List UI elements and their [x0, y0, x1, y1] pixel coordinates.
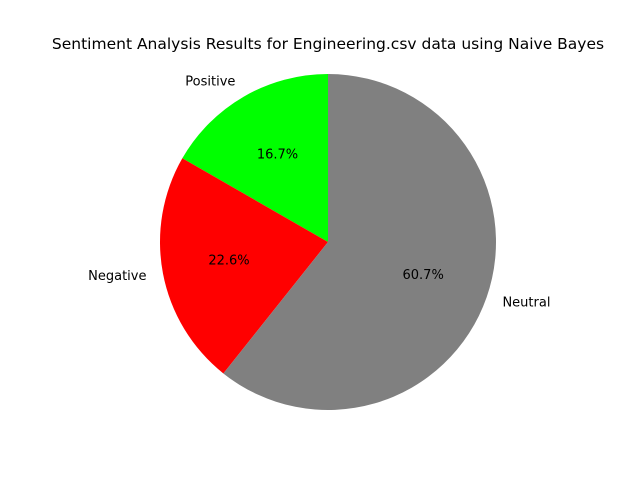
slice-label-neutral: Neutral: [502, 295, 550, 310]
slice-percent-negative: 22.6%: [208, 253, 249, 268]
pie-slice-neutral: [223, 74, 497, 410]
slice-label-positive: Positive: [185, 75, 235, 90]
slice-label-negative: Negative: [88, 269, 146, 284]
pie-slices: [159, 74, 497, 410]
slice-percent-positive: 16.7%: [257, 147, 298, 162]
pie-slice-positive: [182, 74, 328, 242]
chart-title: Sentiment Analysis Results for Engineeri…: [52, 35, 604, 53]
pie-labels: Positive 16.7% Negative 22.6% Neutral 60.7%: [88, 75, 550, 311]
pie-slice-negative: [159, 158, 328, 374]
slice-percent-neutral: 60.7%: [403, 268, 444, 283]
